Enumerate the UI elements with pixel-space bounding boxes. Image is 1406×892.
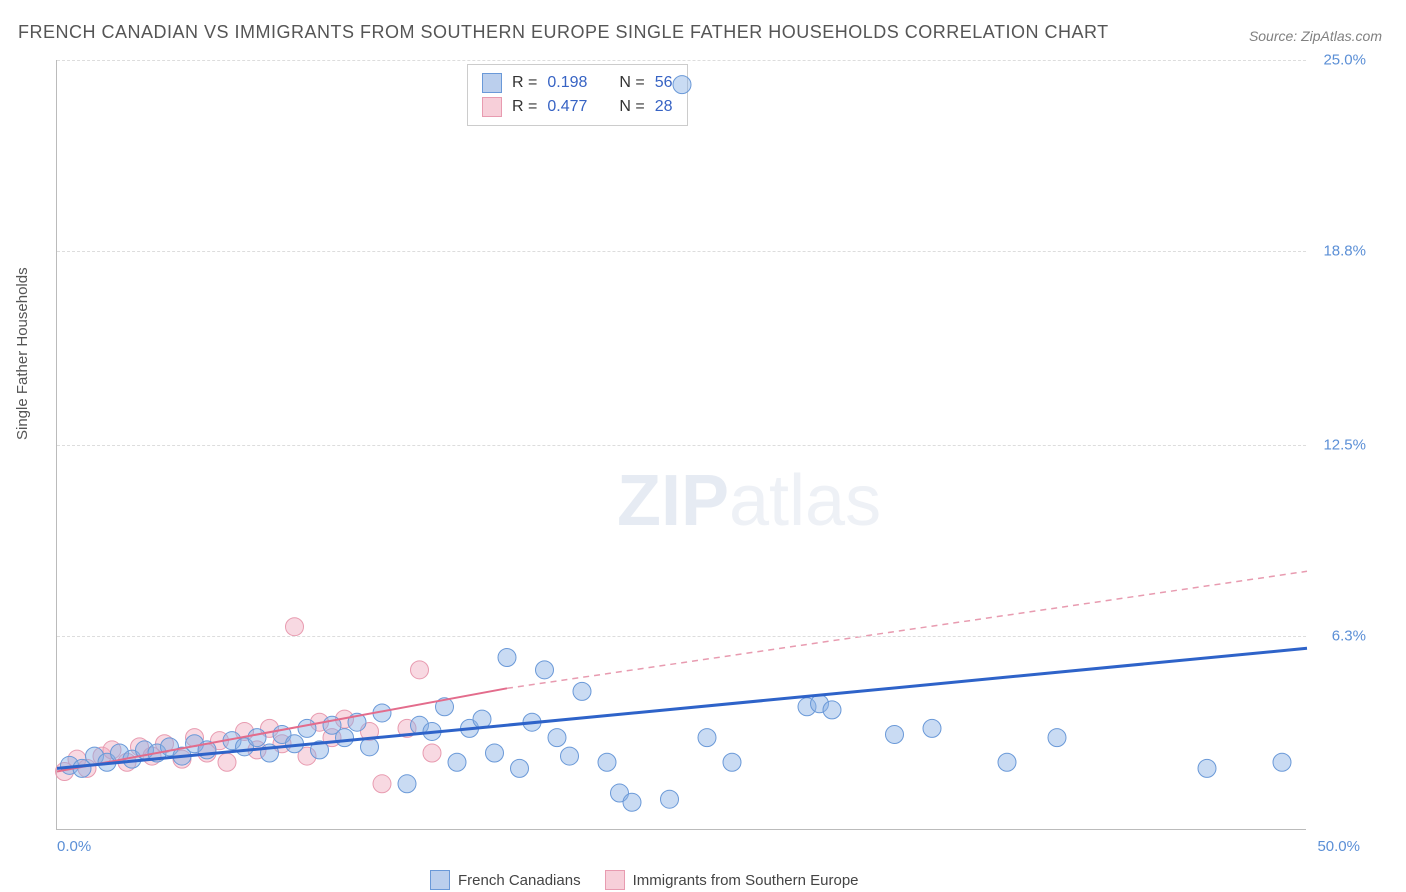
x-tick-right: 50.0%	[1317, 838, 1360, 855]
chart-source: Source: ZipAtlas.com	[1249, 28, 1382, 44]
gridline	[57, 636, 1306, 637]
x-tick-left: 0.0%	[57, 838, 91, 855]
y-tick-label: 18.8%	[1323, 242, 1366, 259]
bottom-legend: French Canadians Immigrants from Souther…	[430, 870, 859, 890]
y-tick-label: 6.3%	[1332, 627, 1366, 644]
gridline	[57, 251, 1306, 252]
y-tick-label: 12.5%	[1323, 437, 1366, 454]
legend-item: Immigrants from Southern Europe	[605, 870, 859, 890]
legend-item: French Canadians	[430, 870, 581, 890]
swatch-icon	[605, 870, 625, 890]
y-axis-label: Single Father Households	[14, 267, 31, 440]
gridline	[57, 60, 1306, 61]
legend-label: French Canadians	[458, 872, 581, 889]
swatch-icon	[430, 870, 450, 890]
chart-title: FRENCH CANADIAN VS IMMIGRANTS FROM SOUTH…	[18, 22, 1109, 43]
y-tick-label: 25.0%	[1323, 52, 1366, 69]
legend-label: Immigrants from Southern Europe	[633, 872, 859, 889]
gridline	[57, 445, 1306, 446]
plot-area: ZIPatlas R = 0.198 N = 56 R = 0.477 N = …	[56, 60, 1306, 830]
